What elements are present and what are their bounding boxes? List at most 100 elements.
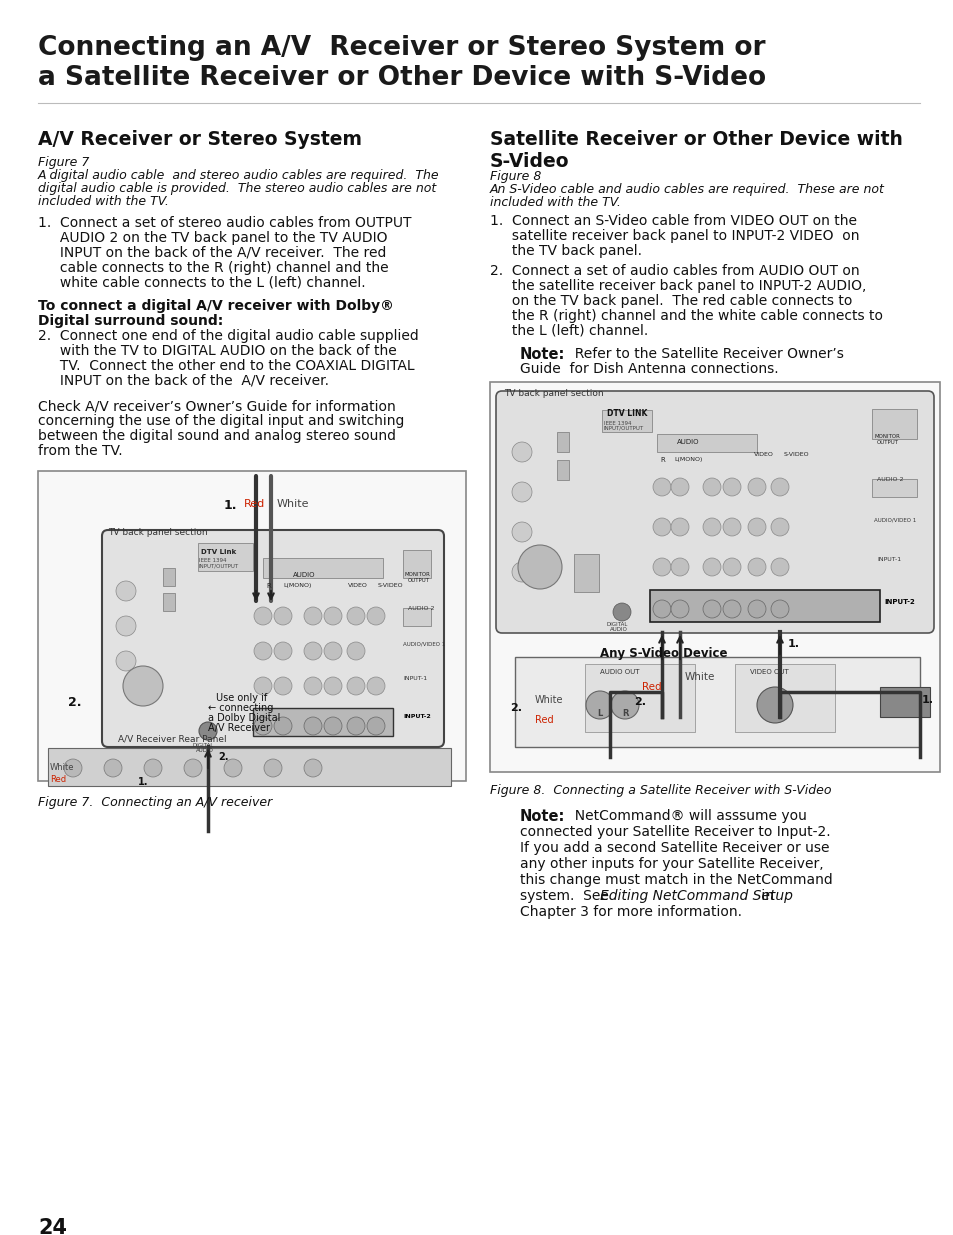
Text: White: White xyxy=(276,499,309,509)
Text: L(MONO): L(MONO) xyxy=(673,457,701,462)
Text: A/V Receiver: A/V Receiver xyxy=(208,722,270,734)
Text: INPUT/OUTPUT: INPUT/OUTPUT xyxy=(199,564,239,569)
Text: NetCommand® will asssume you: NetCommand® will asssume you xyxy=(565,809,806,823)
Text: ← connecting: ← connecting xyxy=(208,703,274,713)
Circle shape xyxy=(116,651,136,671)
Circle shape xyxy=(324,718,341,735)
Text: a Dolby Digital: a Dolby Digital xyxy=(208,713,280,722)
Text: the L (left) channel.: the L (left) channel. xyxy=(490,324,648,338)
Circle shape xyxy=(324,677,341,695)
Text: VIDEO: VIDEO xyxy=(753,452,773,457)
Circle shape xyxy=(347,606,365,625)
Circle shape xyxy=(702,600,720,618)
Circle shape xyxy=(347,642,365,659)
Circle shape xyxy=(512,482,532,501)
Bar xyxy=(557,432,568,452)
Text: To connect a digital A/V receiver with Dolby®: To connect a digital A/V receiver with D… xyxy=(38,299,394,312)
Text: TV back panel section: TV back panel section xyxy=(108,529,208,537)
Circle shape xyxy=(652,517,670,536)
Circle shape xyxy=(253,718,272,735)
FancyBboxPatch shape xyxy=(102,530,443,747)
FancyBboxPatch shape xyxy=(496,391,933,634)
Circle shape xyxy=(722,600,740,618)
Circle shape xyxy=(652,478,670,496)
Text: MONITOR: MONITOR xyxy=(405,572,431,577)
Circle shape xyxy=(304,677,322,695)
Text: 24: 24 xyxy=(38,1218,67,1235)
Circle shape xyxy=(253,642,272,659)
Text: Red: Red xyxy=(244,499,265,509)
Circle shape xyxy=(770,600,788,618)
Circle shape xyxy=(670,478,688,496)
Text: INPUT-1: INPUT-1 xyxy=(402,676,427,680)
Text: IEEE 1394: IEEE 1394 xyxy=(603,421,631,426)
Text: INPUT-2: INPUT-2 xyxy=(883,599,914,605)
Text: Satellite Receiver or Other Device with: Satellite Receiver or Other Device with xyxy=(490,130,902,149)
Text: S-VIDEO: S-VIDEO xyxy=(377,583,403,588)
Text: cable connects to the R (right) channel and the: cable connects to the R (right) channel … xyxy=(38,261,388,275)
Text: Figure 7: Figure 7 xyxy=(38,156,90,169)
Text: any other inputs for your Satellite Receiver,: any other inputs for your Satellite Rece… xyxy=(519,857,822,871)
Circle shape xyxy=(104,760,122,777)
Text: AUDIO: AUDIO xyxy=(677,438,699,445)
Circle shape xyxy=(702,558,720,576)
Text: digital audio cable is provided.  The stereo audio cables are not: digital audio cable is provided. The ste… xyxy=(38,182,436,195)
Text: VIDEO: VIDEO xyxy=(348,583,368,588)
Text: in: in xyxy=(757,889,773,903)
Text: the TV back panel.: the TV back panel. xyxy=(490,245,641,258)
Bar xyxy=(198,543,253,571)
Circle shape xyxy=(367,677,385,695)
Text: VIDEO OUT: VIDEO OUT xyxy=(749,669,788,676)
Text: IEEE 1394: IEEE 1394 xyxy=(199,558,226,563)
Text: TV back panel section: TV back panel section xyxy=(503,389,603,398)
Text: Red: Red xyxy=(641,682,661,692)
Circle shape xyxy=(116,580,136,601)
Text: on the TV back panel.  The red cable connects to: on the TV back panel. The red cable conn… xyxy=(490,294,851,308)
Text: DIGITAL: DIGITAL xyxy=(606,622,628,627)
Bar xyxy=(871,479,916,496)
Text: R: R xyxy=(659,457,664,463)
Circle shape xyxy=(304,718,322,735)
Text: between the digital sound and analog stereo sound: between the digital sound and analog ste… xyxy=(38,429,395,443)
Text: 2.: 2. xyxy=(218,752,229,762)
Circle shape xyxy=(747,517,765,536)
Circle shape xyxy=(770,517,788,536)
Circle shape xyxy=(324,606,341,625)
Text: Editing NetCommand Setup: Editing NetCommand Setup xyxy=(599,889,792,903)
Text: AUDIO 2: AUDIO 2 xyxy=(876,477,902,482)
Circle shape xyxy=(64,760,82,777)
Text: AUDIO OUT: AUDIO OUT xyxy=(599,669,639,676)
Bar xyxy=(163,568,174,585)
Bar xyxy=(48,748,451,785)
Text: concerning the use of the digital input and switching: concerning the use of the digital input … xyxy=(38,414,404,429)
Text: INPUT on the back of the  A/V receiver.: INPUT on the back of the A/V receiver. xyxy=(38,374,329,388)
Text: 2.: 2. xyxy=(510,703,521,713)
Text: A/V Receiver or Stereo System: A/V Receiver or Stereo System xyxy=(38,130,361,149)
Text: Note:: Note: xyxy=(519,809,565,824)
Text: If you add a second Satellite Receiver or use: If you add a second Satellite Receiver o… xyxy=(519,841,828,855)
Circle shape xyxy=(652,558,670,576)
Bar xyxy=(557,459,568,480)
Bar xyxy=(163,593,174,611)
Circle shape xyxy=(670,517,688,536)
Text: A digital audio cable  and stereo audio cables are required.  The: A digital audio cable and stereo audio c… xyxy=(38,169,439,182)
Text: 1.  Connect an S-Video cable from VIDEO OUT on the: 1. Connect an S-Video cable from VIDEO O… xyxy=(490,214,856,228)
Text: 1.: 1. xyxy=(921,695,933,705)
Text: 1.: 1. xyxy=(787,638,800,650)
Text: INPUT/OUTPUT: INPUT/OUTPUT xyxy=(603,426,643,431)
Circle shape xyxy=(274,642,292,659)
Circle shape xyxy=(517,545,561,589)
Text: from the TV.: from the TV. xyxy=(38,445,123,458)
Circle shape xyxy=(347,718,365,735)
Text: Guide  for Dish Antenna connections.: Guide for Dish Antenna connections. xyxy=(519,362,778,375)
Circle shape xyxy=(512,562,532,582)
Text: 2.: 2. xyxy=(68,697,81,709)
Text: An S-Video cable and audio cables are required.  These are not: An S-Video cable and audio cables are re… xyxy=(490,183,884,196)
Text: 2.  Connect one end of the digital audio cable supplied: 2. Connect one end of the digital audio … xyxy=(38,329,418,343)
Bar xyxy=(263,558,382,578)
Circle shape xyxy=(670,558,688,576)
Bar xyxy=(649,590,879,622)
Text: Connecting an A/V  Receiver or Stereo System or: Connecting an A/V Receiver or Stereo Sys… xyxy=(38,35,764,61)
Circle shape xyxy=(253,677,272,695)
Text: MONITOR: MONITOR xyxy=(874,433,900,438)
